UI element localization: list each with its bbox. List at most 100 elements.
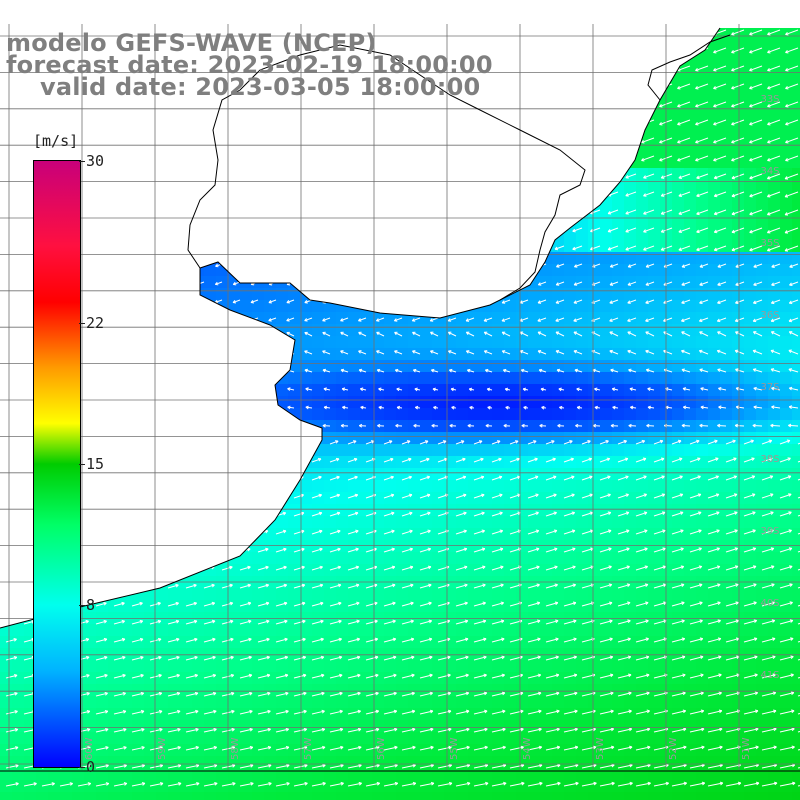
sea-cell (144, 276, 156, 288)
sea-cell (96, 504, 108, 516)
sea-cell (384, 312, 396, 324)
sea-cell (552, 36, 564, 48)
sea-cell (108, 420, 120, 432)
sea-cell (576, 624, 588, 636)
sea-cell (792, 84, 800, 96)
sea-cell (312, 408, 324, 420)
sea-cell (648, 660, 660, 672)
sea-cell (600, 768, 612, 780)
sea-cell (636, 480, 648, 492)
sea-cell (12, 240, 24, 252)
sea-cell (468, 732, 480, 744)
sea-cell (672, 312, 684, 324)
sea-cell (732, 732, 744, 744)
sea-cell (720, 504, 732, 516)
sea-cell (228, 660, 240, 672)
sea-cell (624, 180, 636, 192)
sea-cell (12, 792, 24, 800)
sea-cell (780, 144, 792, 156)
sea-cell (168, 384, 180, 396)
sea-cell (792, 552, 800, 564)
wind-arrow-head (56, 100, 60, 104)
sea-cell (648, 28, 660, 36)
sea-cell (192, 780, 204, 792)
sea-cell (336, 768, 348, 780)
sea-cell (672, 720, 684, 732)
sea-cell (588, 708, 600, 720)
sea-cell (396, 108, 408, 120)
sea-cell (180, 324, 192, 336)
sea-cell (588, 600, 600, 612)
sea-cell (432, 792, 444, 800)
sea-cell (480, 132, 492, 144)
sea-cell (720, 72, 732, 84)
sea-cell (672, 624, 684, 636)
sea-cell (600, 408, 612, 420)
sea-cell (228, 792, 240, 800)
sea-cell (576, 648, 588, 660)
sea-cell (624, 360, 636, 372)
sea-cell (732, 360, 744, 372)
wind-arrow-head (501, 66, 505, 70)
sea-cell (756, 180, 768, 192)
sea-cell (732, 336, 744, 348)
wind-arrow-head (659, 67, 662, 71)
sea-cell (0, 192, 12, 204)
sea-cell (360, 720, 372, 732)
sea-cell (456, 696, 468, 708)
sea-cell (312, 516, 324, 528)
sea-cell (624, 384, 636, 396)
sea-cell (672, 108, 684, 120)
sea-cell (624, 540, 636, 552)
sea-cell (720, 28, 732, 36)
sea-cell (360, 648, 372, 660)
sea-cell (84, 636, 96, 648)
sea-cell (144, 108, 156, 120)
sea-cell (468, 792, 480, 800)
sea-cell (504, 540, 516, 552)
sea-cell (792, 432, 800, 444)
sea-cell (528, 480, 540, 492)
wind-arrow (2, 101, 7, 104)
sea-cell (648, 156, 660, 168)
sea-cell (504, 660, 516, 672)
sea-cell (684, 480, 696, 492)
sea-cell (384, 768, 396, 780)
sea-cell (528, 756, 540, 768)
sea-cell (456, 744, 468, 756)
sea-cell (780, 720, 792, 732)
sea-cell (768, 660, 780, 672)
sea-cell (240, 444, 252, 456)
sea-cell (396, 300, 408, 312)
sea-cell (264, 744, 276, 756)
sea-cell (624, 528, 636, 540)
sea-cell (264, 660, 276, 672)
sea-cell (252, 264, 264, 276)
sea-cell (252, 300, 264, 312)
sea-cell (672, 372, 684, 384)
sea-cell (792, 588, 800, 600)
sea-cell (408, 672, 420, 684)
sea-cell (132, 660, 144, 672)
sea-cell (432, 28, 444, 36)
sea-cell (384, 144, 396, 156)
sea-cell (0, 240, 12, 252)
sea-cell (252, 156, 264, 168)
wind-arrow-head (200, 100, 204, 104)
sea-cell (444, 696, 456, 708)
sea-cell (732, 756, 744, 768)
sea-cell (264, 720, 276, 732)
sea-cell (792, 276, 800, 288)
sea-cell (564, 132, 576, 144)
sea-cell (588, 768, 600, 780)
sea-cell (312, 672, 324, 684)
sea-cell (696, 372, 708, 384)
sea-cell (12, 756, 24, 768)
sea-cell (252, 144, 264, 156)
sea-cell (108, 396, 120, 408)
sea-cell (24, 120, 36, 132)
sea-cell (528, 120, 540, 132)
sea-cell (624, 276, 636, 288)
sea-cell (12, 492, 24, 504)
sea-cell (672, 684, 684, 696)
